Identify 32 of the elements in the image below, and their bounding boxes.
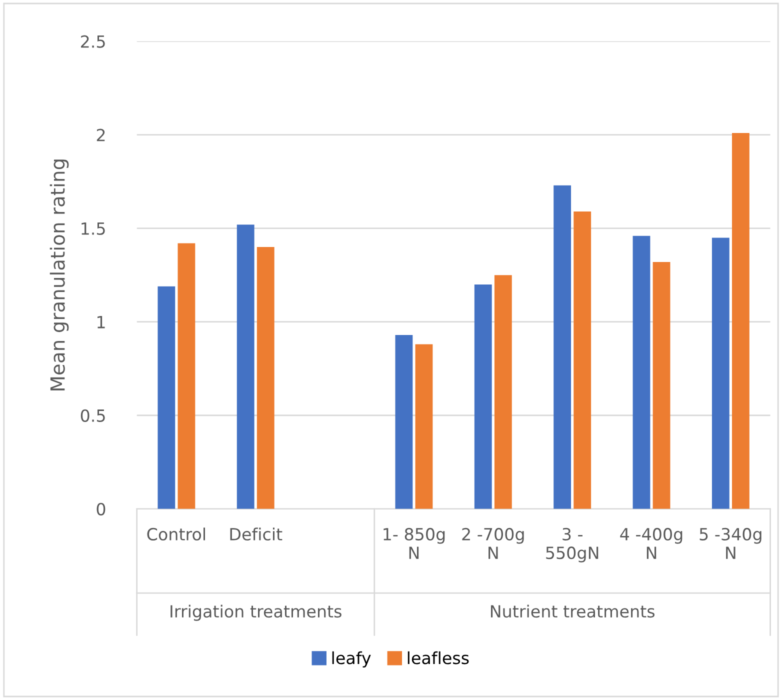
bar (554, 185, 572, 509)
bar (474, 284, 492, 509)
bar (652, 262, 670, 509)
x-tick-label: Deficit (230, 528, 282, 541)
x-tick-label: 4 -400g N (620, 528, 682, 559)
y-tick-label: 2.5 (81, 35, 105, 48)
bar (574, 212, 592, 509)
x-tick-label: 5 -340g N (700, 528, 762, 559)
bar (395, 334, 413, 509)
text: Irrigation treatments (170, 604, 342, 621)
legend-label: leafless (408, 651, 469, 664)
y-axis-title: Mean granulation rating (50, 160, 69, 390)
bar (178, 243, 196, 509)
bar (256, 247, 274, 509)
y-tick-label: 1 (98, 316, 105, 328)
bar (158, 286, 176, 509)
y-tick-label: 2 (96, 128, 105, 142)
x-tick-label: 2 -700g N (462, 528, 524, 559)
y-tick-label: 0 (96, 502, 106, 516)
bar (712, 238, 730, 509)
x-tick-label: 1- 850g N (384, 528, 445, 559)
x-tick-label: Control (147, 528, 205, 541)
bar (494, 275, 512, 509)
legend-label: leafy (332, 651, 371, 668)
x-tick-label: 3 - 550gN (546, 528, 598, 562)
y-tick-label: 1.5 (82, 222, 105, 235)
bar (236, 224, 254, 509)
y-tick-label: 0.5 (80, 409, 105, 422)
text: Nutrient treatments (490, 604, 655, 618)
bar (415, 344, 433, 509)
bar (632, 236, 650, 509)
bar (732, 132, 750, 509)
